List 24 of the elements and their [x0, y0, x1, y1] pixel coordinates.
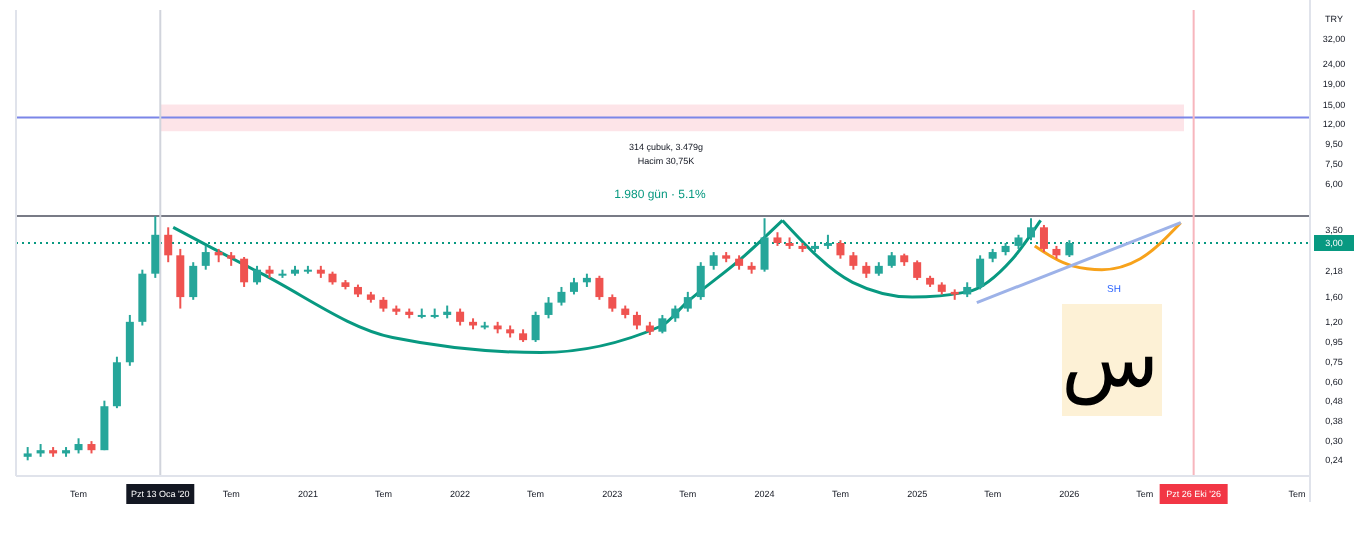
candlestick: [531, 310, 540, 343]
candlestick: [1039, 223, 1048, 254]
candlestick: [176, 247, 185, 310]
candlestick: [240, 255, 249, 288]
candlestick: [760, 217, 769, 273]
candlestick: [201, 244, 210, 271]
candlestick: [100, 399, 109, 452]
candlestick: [658, 313, 667, 335]
candlestick: [164, 226, 173, 264]
candlestick: [976, 254, 985, 291]
candlestick: [913, 259, 922, 282]
candlestick: [683, 290, 692, 313]
candlestick: [151, 215, 160, 279]
candlestick: [112, 355, 121, 410]
candlestick: [189, 261, 198, 301]
candlestick: [696, 261, 705, 301]
candlestick: [595, 274, 604, 301]
line-series: [1033, 221, 1183, 272]
candlestick: [836, 239, 845, 260]
candlestick: [253, 264, 262, 286]
candlestick: [557, 285, 566, 307]
candlestick: [544, 296, 553, 320]
candlestick: [125, 313, 134, 367]
candlestick: [1027, 217, 1036, 242]
